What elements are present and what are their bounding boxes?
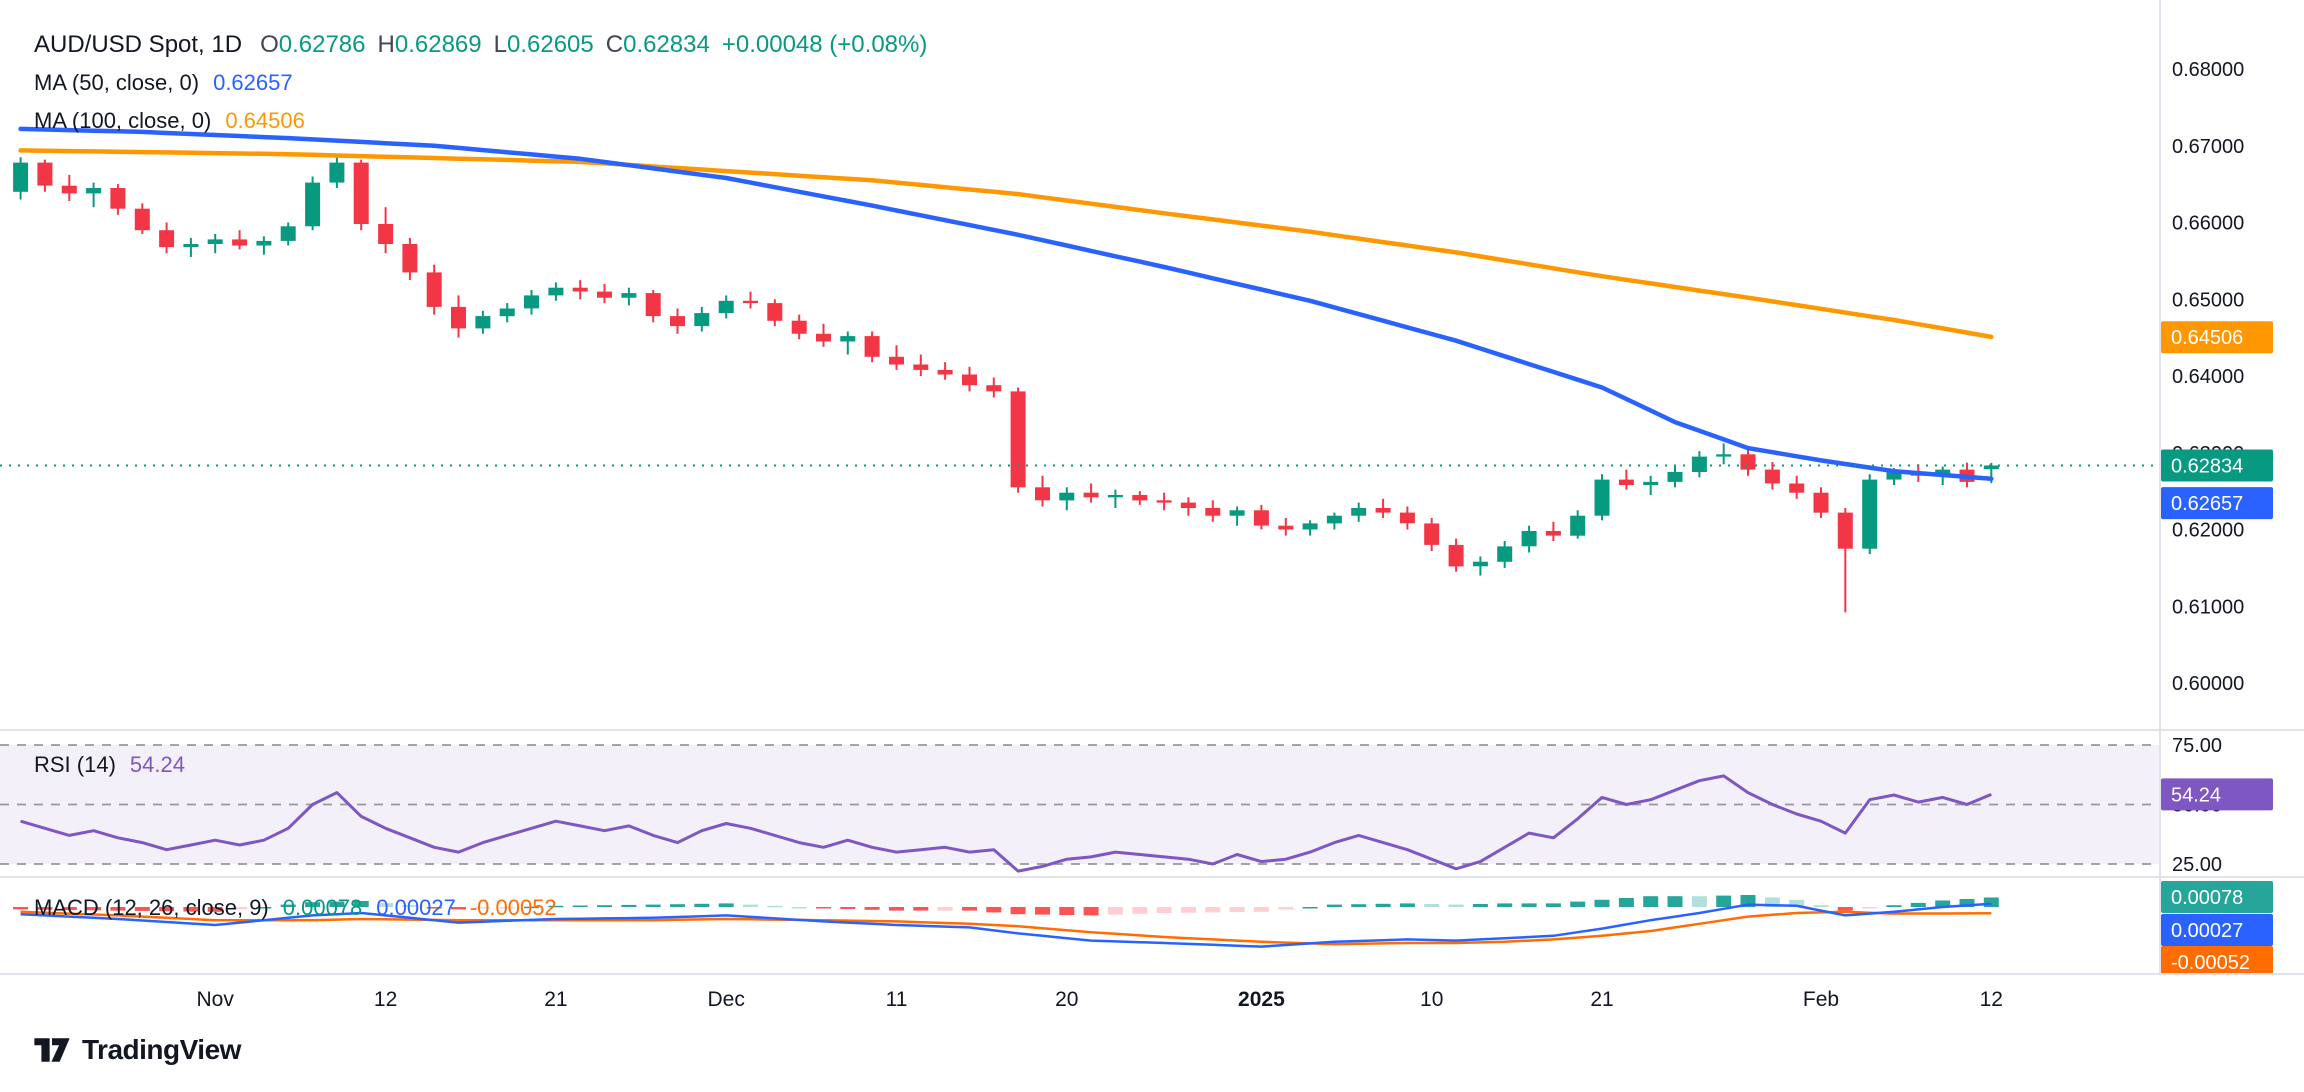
macd-line-value: 0.00027 xyxy=(376,895,456,920)
main-legend: AUD/USD Spot, 1D O0.62786 H0.62869 L0.62… xyxy=(34,26,927,140)
ohlc-close: C0.62834 xyxy=(605,31,710,58)
price-axis[interactable] xyxy=(2160,0,2304,974)
change-value: +0.00048 (+0.08%) xyxy=(721,31,928,58)
svg-text:0.00027: 0.00027 xyxy=(2171,920,2243,942)
tradingview-logo-icon[interactable] xyxy=(32,1034,72,1066)
ma100-label[interactable]: MA (100, close, 0) xyxy=(34,108,212,133)
svg-text:0.00078: 0.00078 xyxy=(2171,887,2243,909)
svg-text:12: 12 xyxy=(374,988,397,1011)
rsi-legend: RSI (14) 54.24 xyxy=(34,746,185,784)
macd-hist-value: 0.00078 xyxy=(282,895,363,920)
svg-text:0.64506: 0.64506 xyxy=(2171,327,2243,349)
svg-text:Dec: Dec xyxy=(708,988,745,1011)
rsi-value: 54.24 xyxy=(129,752,185,777)
svg-text:Nov: Nov xyxy=(197,988,235,1011)
svg-text:0.64000: 0.64000 xyxy=(2172,366,2244,388)
ma100-value: 0.64506 xyxy=(225,108,305,133)
svg-text:20: 20 xyxy=(1055,988,1078,1011)
footer: TradingView xyxy=(32,1034,241,1066)
svg-text:0.66000: 0.66000 xyxy=(2172,213,2244,235)
time-axis[interactable] xyxy=(0,974,2304,1022)
symbol-title[interactable]: AUD/USD Spot, 1D xyxy=(34,31,243,58)
svg-text:11: 11 xyxy=(886,988,908,1011)
svg-text:0.60000: 0.60000 xyxy=(2172,673,2244,695)
svg-text:0.65000: 0.65000 xyxy=(2172,289,2244,311)
ma50-label[interactable]: MA (50, close, 0) xyxy=(34,70,200,95)
svg-text:2025: 2025 xyxy=(1238,988,1285,1011)
svg-text:0.61000: 0.61000 xyxy=(2172,596,2244,618)
ma50-value: 0.62657 xyxy=(213,70,293,95)
svg-text:0.62657: 0.62657 xyxy=(2171,493,2243,515)
svg-text:21: 21 xyxy=(1590,988,1613,1011)
ohlc-high: H0.62869 xyxy=(377,31,482,58)
rsi-label[interactable]: RSI (14) xyxy=(34,752,116,777)
macd-signal-value: -0.00052 xyxy=(469,895,557,920)
macd-label[interactable]: MACD (12, 26, close, 9) xyxy=(34,895,269,920)
svg-text:0.62000: 0.62000 xyxy=(2172,520,2244,542)
svg-text:10: 10 xyxy=(1420,988,1443,1011)
ohlc-open: O0.62786 xyxy=(260,31,366,58)
svg-text:Feb: Feb xyxy=(1803,988,1839,1011)
svg-text:54.24: 54.24 xyxy=(2171,784,2221,806)
brand-name[interactable]: TradingView xyxy=(82,1034,241,1065)
svg-text:12: 12 xyxy=(1980,988,2003,1011)
svg-text:0.67000: 0.67000 xyxy=(2172,136,2244,158)
svg-text:25.00: 25.00 xyxy=(2172,854,2222,876)
svg-text:0.68000: 0.68000 xyxy=(2172,59,2244,81)
macd-legend: MACD (12, 26, close, 9) 0.00078 0.00027 … xyxy=(34,889,571,927)
svg-text:75.00: 75.00 xyxy=(2172,735,2222,757)
svg-text:-0.00052: -0.00052 xyxy=(2171,952,2250,974)
svg-text:21: 21 xyxy=(544,988,567,1011)
svg-text:0.62834: 0.62834 xyxy=(2171,455,2243,477)
ohlc-low: L0.62605 xyxy=(493,31,594,58)
